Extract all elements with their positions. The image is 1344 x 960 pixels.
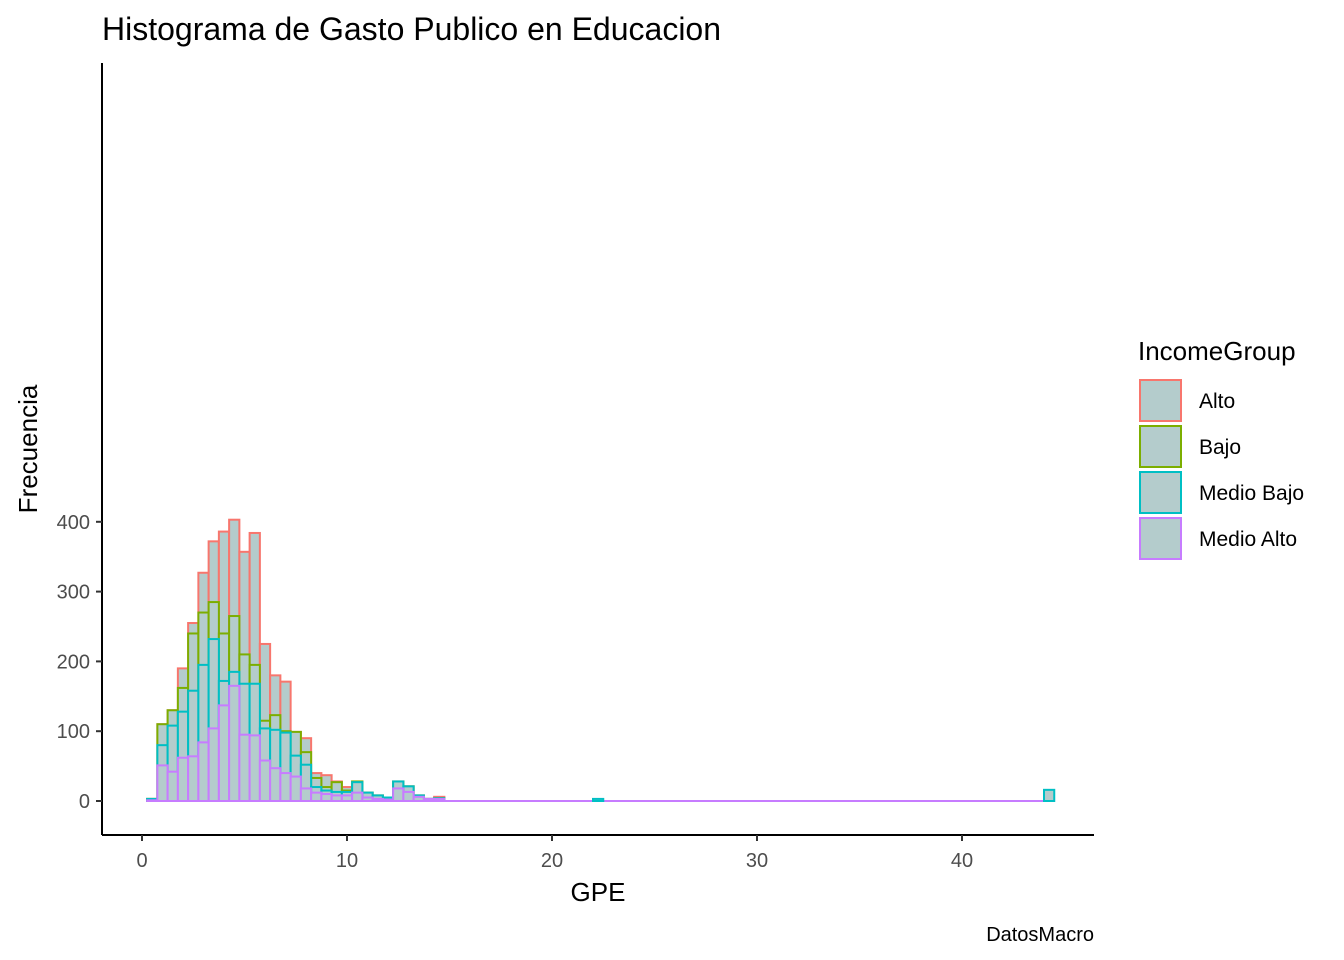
bar-medio-alto (310, 791, 323, 803)
chart-caption: DatosMacro (986, 924, 1094, 946)
x-tick-label: 20 (541, 850, 563, 872)
legend-key-alto (1139, 379, 1182, 422)
bar-medio-alto (289, 775, 302, 803)
x-tick-label: 30 (746, 850, 768, 872)
bar-medio-alto (330, 794, 343, 803)
bar-medio-alto (381, 798, 395, 803)
bar-medio-alto (269, 767, 282, 802)
bar-medio-alto (228, 684, 241, 803)
bar-medio-alto (187, 755, 200, 803)
legend-key-bajo (1139, 425, 1182, 468)
y-tick-label: 300 (57, 582, 90, 604)
bar-medio-alto (340, 794, 354, 803)
bar-medio-alto (217, 704, 231, 803)
y-tick-label: 200 (57, 651, 90, 673)
bar-outlier-medio-bajo (592, 797, 605, 803)
bar-medio-alto (197, 741, 210, 802)
legend-key-medio-bajo (1139, 471, 1182, 514)
y-tick-label: 100 (57, 721, 90, 743)
x-tick-label: 40 (951, 850, 973, 872)
x-axis-ticks: 0 10 20 30 40 (136, 835, 973, 872)
bar-medio-alto (351, 791, 364, 803)
histogram-bars (146, 518, 1056, 803)
bar-medio-alto (176, 756, 190, 802)
bar-medio-alto (156, 764, 169, 802)
legend-label-medio-bajo: Medio Bajo (1199, 482, 1304, 505)
bar-medio-alto (248, 734, 261, 802)
x-tick-label: 10 (336, 850, 358, 872)
bar-medio-alto (412, 795, 425, 803)
legend-label-medio-alto: Medio Alto (1199, 528, 1297, 551)
x-tick-label: 0 (136, 850, 147, 872)
y-axis-title: Frecuencia (13, 384, 43, 513)
bar-medio-alto (207, 727, 220, 803)
bar-medio-alto (361, 796, 374, 803)
legend-title: IncomeGroup (1138, 336, 1296, 366)
bar-medio-alto (258, 759, 272, 802)
legend: IncomeGroup Alto Bajo Medio Bajo Medio Alto (1138, 336, 1304, 560)
bar-medio-alto (279, 772, 292, 803)
bar-medio-alto (238, 733, 251, 802)
bar-outlier-medio-bajo (1043, 788, 1056, 802)
bar-medio-alto (402, 790, 415, 803)
bar-medio-alto (299, 787, 313, 802)
legend-key-medio-alto (1139, 517, 1182, 560)
legend-label-alto: Alto (1199, 390, 1235, 413)
y-tick-label: 0 (79, 791, 90, 813)
x-axis-title: GPE (571, 877, 626, 907)
y-axis-ticks: 0 100 200 300 400 (57, 512, 102, 813)
bar-medio-alto (320, 793, 333, 803)
y-tick-label: 400 (57, 512, 90, 534)
bar-medio-alto (422, 797, 436, 803)
bar-medio-alto (371, 797, 384, 803)
bar-medio-alto (146, 799, 159, 803)
bar-medio-alto (392, 787, 405, 802)
chart-title: Histograma de Gasto Publico en Educacion (102, 11, 721, 47)
legend-label-bajo: Bajo (1199, 436, 1241, 459)
bar-medio-alto (166, 770, 179, 803)
bar-medio-alto (433, 797, 446, 803)
